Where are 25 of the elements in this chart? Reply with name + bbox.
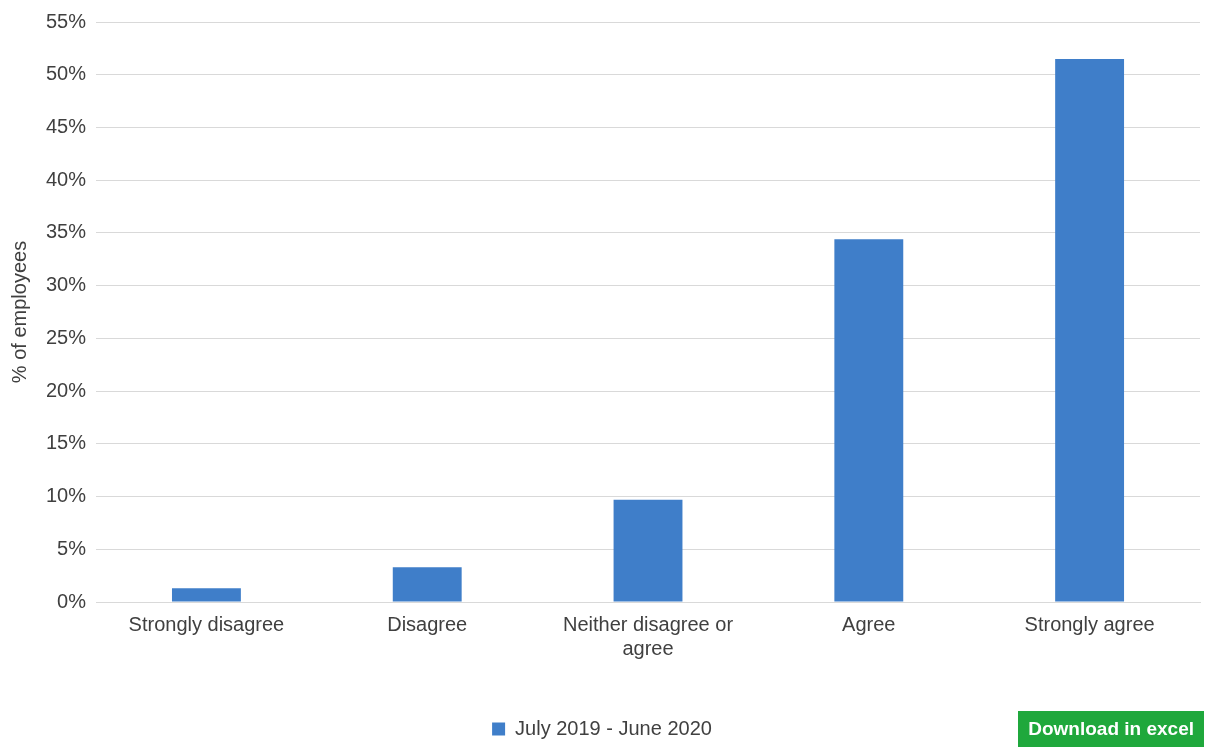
y-tick-label: 30% — [46, 273, 87, 296]
bar — [392, 567, 462, 602]
y-tick-label: 55% — [46, 9, 87, 32]
y-tick-label: 20% — [46, 378, 87, 401]
x-tick-label: Agree — [842, 612, 896, 635]
bar — [1055, 58, 1125, 602]
x-tick-label: Strongly agree — [1024, 612, 1155, 635]
download-button: Download in excel — [1018, 711, 1204, 747]
bar — [171, 588, 241, 602]
y-tick-label: 25% — [46, 325, 87, 348]
y-tick-label: 40% — [46, 167, 87, 190]
y-tick-label: 0% — [57, 589, 87, 612]
y-tick-label: 15% — [46, 431, 87, 454]
y-tick-label: 5% — [57, 536, 87, 559]
x-tick-label: Neither disagree or agree — [562, 612, 734, 659]
y-axis-title: % of employees — [7, 240, 30, 384]
bar — [613, 499, 683, 602]
legend-label: July 2019 - June 2020 — [515, 716, 712, 739]
y-tick-label: 10% — [46, 484, 87, 507]
x-tick-label: Disagree — [387, 612, 468, 635]
x-tick-label: Strongly disagree — [128, 612, 285, 635]
bar — [834, 239, 904, 602]
y-tick-label: 50% — [46, 62, 87, 85]
y-tick-label: 35% — [46, 220, 87, 243]
y-tick-label: 45% — [46, 114, 87, 137]
